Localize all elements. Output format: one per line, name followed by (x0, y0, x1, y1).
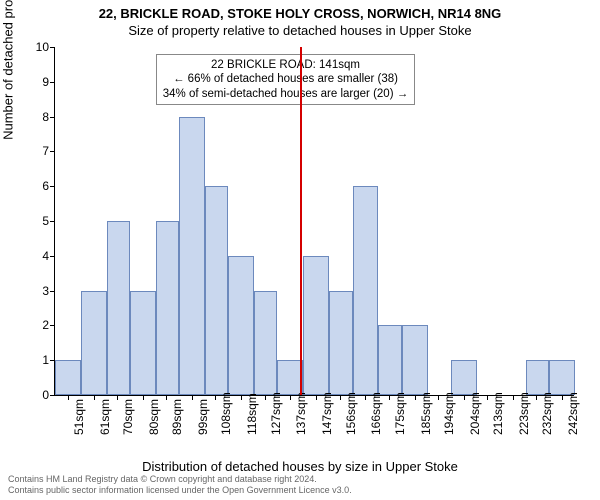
x-tick-label: 185sqm (419, 392, 433, 435)
x-tick-mark (562, 395, 563, 400)
x-tick-mark (241, 395, 242, 400)
histogram-bar (81, 291, 107, 395)
footer-line-2: Contains public sector information licen… (8, 485, 352, 496)
title-block: 22, BRICKLE ROAD, STOKE HOLY CROSS, NORW… (0, 6, 600, 38)
x-tick-mark (536, 395, 537, 400)
annotation-box: 22 BRICKLE ROAD: 141sqm← 66% of detached… (156, 54, 415, 105)
x-tick-label: 147sqm (320, 392, 334, 435)
x-tick-label: 51sqm (72, 399, 86, 435)
histogram-bar (107, 221, 130, 395)
y-tick: 3 (19, 284, 49, 298)
footer-line-1: Contains HM Land Registry data © Crown c… (8, 474, 352, 485)
histogram-bar (378, 325, 401, 395)
x-tick-label: 166sqm (369, 392, 383, 435)
y-tick: 0 (19, 388, 49, 402)
y-tick: 2 (19, 318, 49, 332)
x-tick-mark (487, 395, 488, 400)
x-tick-mark (438, 395, 439, 400)
x-tick-mark (316, 395, 317, 400)
x-tick-label: 118sqm (245, 393, 259, 435)
x-tick-label: 89sqm (170, 399, 184, 435)
x-tick-mark (513, 395, 514, 400)
x-tick-label: 204sqm (468, 392, 482, 435)
x-tick-label: 194sqm (442, 392, 456, 435)
x-tick-mark (464, 395, 465, 400)
x-tick-mark (143, 395, 144, 400)
x-tick-label: 137sqm (294, 392, 308, 435)
main-title: 22, BRICKLE ROAD, STOKE HOLY CROSS, NORW… (0, 6, 600, 21)
x-tick-mark (68, 395, 69, 400)
histogram-bar (549, 360, 575, 395)
y-tick: 10 (19, 40, 49, 54)
x-tick-label: 80sqm (147, 399, 161, 435)
x-tick-label: 108sqm (219, 392, 233, 435)
footer-attribution: Contains HM Land Registry data © Crown c… (8, 474, 352, 496)
y-tick: 5 (19, 214, 49, 228)
histogram-bar (179, 117, 205, 395)
x-tick-mark (166, 395, 167, 400)
histogram-bar (130, 291, 156, 395)
histogram-bar (55, 360, 81, 395)
x-tick-mark (192, 395, 193, 400)
histogram-bar (228, 256, 254, 395)
histogram-bar (353, 186, 379, 395)
x-tick-label: 70sqm (121, 399, 135, 435)
histogram-bar (451, 360, 477, 395)
x-tick-mark (340, 395, 341, 400)
y-tick: 1 (19, 353, 49, 367)
x-tick-label: 232sqm (540, 392, 554, 435)
x-axis-label: Distribution of detached houses by size … (0, 459, 600, 474)
histogram-plot: 22 BRICKLE ROAD: 141sqm← 66% of detached… (54, 48, 574, 396)
histogram-bar (254, 291, 277, 395)
x-tick-label: 156sqm (344, 392, 358, 435)
histogram-bar (329, 291, 352, 395)
x-tick-mark (117, 395, 118, 400)
x-tick-label: 99sqm (196, 399, 210, 435)
y-tick: 4 (19, 249, 49, 263)
x-tick-label: 127sqm (269, 392, 283, 435)
x-tick-mark (365, 395, 366, 400)
y-tick: 8 (19, 110, 49, 124)
y-tick: 6 (19, 179, 49, 193)
x-tick-label: 213sqm (491, 392, 505, 435)
y-tick: 9 (19, 75, 49, 89)
x-tick-label: 242sqm (566, 392, 580, 435)
x-tick-mark (389, 395, 390, 400)
x-tick-mark (94, 395, 95, 400)
x-tick-label: 175sqm (393, 392, 407, 435)
histogram-bar (402, 325, 428, 395)
histogram-bar (156, 221, 179, 395)
x-tick-mark (290, 395, 291, 400)
histogram-bar (526, 360, 549, 395)
x-tick-label: 223sqm (517, 392, 531, 435)
x-tick-mark (265, 395, 266, 400)
y-tick: 7 (19, 144, 49, 158)
x-tick-mark (415, 395, 416, 400)
x-tick-mark (215, 395, 216, 400)
sub-title: Size of property relative to detached ho… (0, 23, 600, 38)
x-tick-label: 61sqm (98, 399, 112, 435)
histogram-bar (205, 186, 228, 395)
marker-line (300, 47, 302, 395)
y-axis-label: Number of detached properties (1, 0, 16, 140)
histogram-bar (303, 256, 329, 395)
